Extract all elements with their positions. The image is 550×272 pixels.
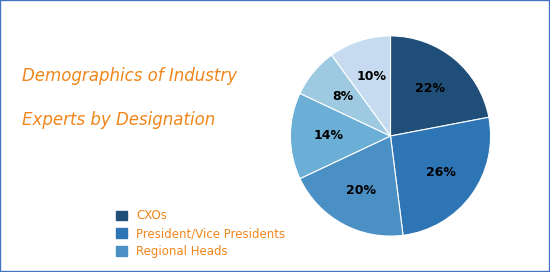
Wedge shape [290,93,390,179]
Wedge shape [300,55,390,136]
Wedge shape [300,136,403,236]
Text: 8%: 8% [332,90,353,103]
Text: Experts by Designation: Experts by Designation [22,111,215,129]
Text: 14%: 14% [314,129,343,143]
Wedge shape [332,36,390,136]
Text: 20%: 20% [345,184,376,197]
Text: 26%: 26% [426,166,455,179]
Wedge shape [390,36,489,136]
Text: 10%: 10% [356,70,386,84]
Legend: CXOs, President/Vice Presidents, Regional Heads: CXOs, President/Vice Presidents, Regiona… [116,209,285,258]
Text: 22%: 22% [415,82,445,95]
Text: Demographics of Industry: Demographics of Industry [22,67,237,85]
Wedge shape [390,117,491,235]
